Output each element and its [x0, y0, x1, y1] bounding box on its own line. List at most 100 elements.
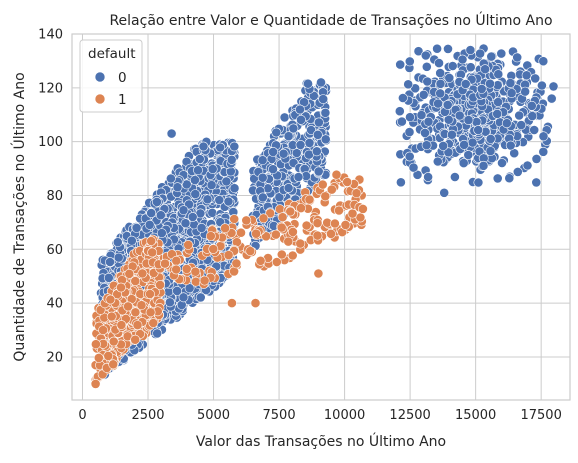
- point-series-0: [420, 127, 430, 138]
- point-series-0: [172, 182, 183, 193]
- point-series-0: [475, 48, 485, 59]
- point-series-1: [229, 214, 240, 224]
- point-series-1: [342, 177, 353, 187]
- point-series-1: [98, 325, 108, 335]
- point-series-0: [463, 150, 474, 160]
- point-series-1: [220, 223, 230, 234]
- point-series-0: [506, 88, 517, 98]
- point-series-1: [181, 263, 192, 274]
- point-series-0: [485, 146, 496, 156]
- point-series-0: [512, 52, 523, 63]
- point-series-0: [496, 48, 507, 59]
- x-tick-label: 0: [78, 408, 86, 423]
- y-tick-label: 20: [46, 350, 63, 365]
- point-series-0: [202, 194, 213, 205]
- point-series-0: [178, 205, 189, 216]
- point-series-0: [105, 257, 115, 267]
- point-series-1: [283, 236, 294, 247]
- point-series-1: [250, 298, 261, 308]
- point-series-1: [313, 268, 324, 279]
- point-series-0: [504, 173, 515, 184]
- point-series-1: [108, 336, 119, 347]
- point-series-0: [318, 94, 329, 104]
- point-series-1: [331, 169, 342, 180]
- point-series-0: [166, 128, 177, 139]
- point-series-0: [493, 69, 504, 80]
- point-series-0: [467, 137, 478, 148]
- point-series-0: [485, 78, 495, 89]
- point-series-1: [132, 320, 143, 330]
- point-series-0: [423, 116, 434, 127]
- point-series-1: [326, 184, 337, 195]
- point-series-0: [520, 86, 530, 97]
- x-axis-label: Valor das Transações no Último Ano: [196, 432, 446, 450]
- point-series-0: [180, 218, 191, 229]
- legend: default 0 1: [79, 39, 143, 113]
- point-series-0: [512, 166, 523, 177]
- point-series-1: [351, 188, 362, 199]
- point-series-1: [277, 212, 288, 223]
- point-series-0: [505, 140, 516, 151]
- point-series-0: [268, 146, 278, 157]
- point-series-0: [531, 153, 542, 164]
- point-series-0: [207, 164, 218, 174]
- point-series-0: [196, 222, 207, 233]
- point-series-0: [257, 172, 268, 183]
- point-series-1: [276, 222, 287, 233]
- point-series-0: [439, 187, 450, 198]
- point-series-0: [299, 97, 309, 108]
- point-series-0: [257, 192, 268, 203]
- point-series-0: [408, 162, 419, 173]
- point-series-0: [447, 61, 458, 71]
- point-series-1: [270, 229, 281, 240]
- point-series-0: [538, 146, 549, 157]
- point-series-0: [313, 166, 324, 177]
- point-series-1: [124, 268, 135, 279]
- point-series-0: [463, 115, 474, 125]
- point-series-0: [478, 160, 489, 171]
- point-series-0: [516, 120, 527, 130]
- x-tick-label: 15000: [455, 408, 496, 423]
- point-series-1: [241, 215, 252, 226]
- point-series-0: [458, 158, 469, 168]
- point-series-1: [155, 279, 165, 290]
- point-series-0: [538, 56, 549, 67]
- point-series-1: [130, 276, 141, 286]
- point-series-0: [223, 196, 234, 207]
- chart-title: Relação entre Valor e Quantidade de Tran…: [109, 11, 552, 29]
- point-series-0: [421, 61, 432, 72]
- point-series-1: [245, 246, 256, 256]
- point-series-0: [395, 59, 406, 70]
- point-series-0: [283, 131, 294, 142]
- point-series-0: [131, 222, 142, 233]
- point-series-0: [404, 151, 415, 162]
- point-series-1: [304, 194, 315, 205]
- point-series-1: [93, 352, 104, 363]
- point-series-1: [183, 239, 194, 250]
- y-tick-labels: 20 40 60 80 100 120 140: [38, 28, 63, 366]
- point-series-0: [471, 117, 482, 127]
- point-series-0: [189, 175, 200, 185]
- point-series-0: [492, 109, 503, 119]
- point-series-0: [190, 189, 201, 199]
- point-series-0: [316, 77, 326, 88]
- point-series-0: [165, 173, 176, 184]
- point-series-1: [340, 219, 351, 230]
- point-series-0: [195, 292, 206, 303]
- point-series-1: [276, 249, 287, 260]
- points: [90, 43, 559, 389]
- point-series-0: [320, 107, 331, 118]
- legend-label-1: 1: [118, 92, 127, 108]
- point-series-0: [529, 125, 540, 135]
- point-series-1: [145, 307, 156, 318]
- point-series-0: [505, 78, 516, 88]
- y-tick-label: 100: [38, 135, 63, 150]
- point-series-0: [207, 207, 218, 218]
- point-series-0: [501, 118, 512, 129]
- point-series-0: [229, 141, 240, 152]
- point-series-0: [293, 172, 304, 182]
- point-series-0: [226, 154, 237, 165]
- point-series-0: [449, 172, 460, 182]
- y-axis-label: Quantidade de Transações no Último Ano: [10, 72, 28, 361]
- point-series-0: [486, 51, 497, 62]
